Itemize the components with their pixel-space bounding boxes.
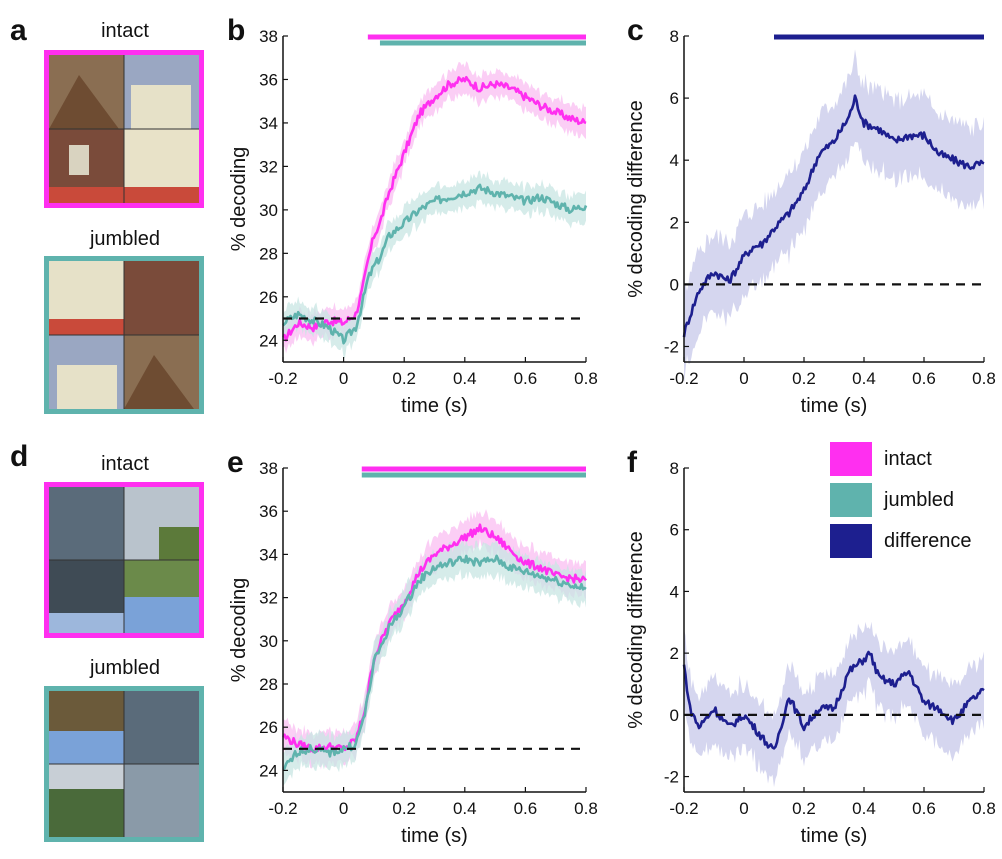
x-tick-label-e: -0.2 <box>268 799 297 818</box>
y-tick-label-c: 6 <box>670 89 679 108</box>
road-scene-illustration <box>49 487 199 633</box>
x-tick-label-e: 0.2 <box>392 799 416 818</box>
y-tick-label-b: 26 <box>259 288 278 307</box>
stimulus-image-jumbled-road <box>44 686 204 842</box>
x-tick-label-f: 0.2 <box>792 799 816 818</box>
y-axis-label-b: % decoding <box>228 147 250 252</box>
y-tick-label-f: 8 <box>670 459 679 478</box>
y-tick-label-b: 28 <box>259 244 278 263</box>
jumbled-road-illustration <box>49 691 199 837</box>
image-label-intact-a: intact <box>101 20 149 42</box>
x-tick-label-f: 0 <box>739 799 748 818</box>
x-tick-label-c: 0.2 <box>792 369 816 388</box>
x-tick-label-b: 0.2 <box>392 369 416 388</box>
y-tick-label-b: 30 <box>259 201 278 220</box>
y-axis-label-e: % decoding <box>228 578 250 683</box>
x-tick-label-b: 0 <box>339 369 348 388</box>
y-tick-label-b: 32 <box>259 157 278 176</box>
y-tick-label-f: -2 <box>664 768 679 787</box>
x-tick-label-b: 0.8 <box>574 369 598 388</box>
series-line-e-jumbled <box>282 554 587 771</box>
chart-c: -0.2 0 0.2 0.4 0.6 0.8 -2 0 2 4 6 8 time (s) % decodi… <box>625 27 996 417</box>
y-tick-label-c: 0 <box>670 275 679 294</box>
y-tick-label-e: 32 <box>259 589 278 608</box>
y-tick-label-c: -2 <box>664 337 679 356</box>
panel-letter-d: d <box>10 440 29 473</box>
series-line-f-difference <box>682 650 985 750</box>
y-tick-label-f: 6 <box>670 521 679 540</box>
series-line-b-jumbled <box>282 183 588 345</box>
x-axis-label-e: time (s) <box>401 825 468 847</box>
panel-letter-a: a <box>10 14 27 47</box>
panel-letter-b: b <box>227 14 246 47</box>
x-tick-label-b: 0.4 <box>453 369 477 388</box>
x-tick-label-c: 0 <box>739 369 748 388</box>
building-scene-illustration <box>49 55 199 203</box>
jumbled-building-illustration <box>49 261 199 409</box>
stimulus-image-intact-building <box>44 50 204 208</box>
x-tick-label-c: 0.6 <box>912 369 936 388</box>
band-e-intact <box>283 509 586 770</box>
y-axis-label-f: % decoding difference <box>625 531 647 729</box>
x-axis-label-c: time (s) <box>801 395 868 417</box>
series-line-b-intact <box>281 75 587 342</box>
image-label-intact-d: intact <box>101 453 149 475</box>
y-tick-label-f: 0 <box>670 706 679 725</box>
y-tick-label-e: 28 <box>259 675 278 694</box>
stimulus-image-jumbled-building <box>44 256 204 414</box>
legend-swatch-jumbled <box>830 483 872 517</box>
y-tick-label-e: 36 <box>259 502 278 521</box>
band-f-difference <box>684 621 984 788</box>
legend-label-jumbled: jumbled <box>884 489 955 511</box>
x-tick-label-e: 0.8 <box>574 799 598 818</box>
x-tick-label-e: 0.6 <box>514 799 538 818</box>
legend-swatch-intact <box>830 442 872 476</box>
x-axis-label-b: time (s) <box>401 395 468 417</box>
y-tick-label-b: 24 <box>259 331 278 350</box>
x-tick-label-e: 0 <box>339 799 348 818</box>
legend-label-difference: difference <box>884 530 972 552</box>
legend-swatch-difference <box>830 524 872 558</box>
y-tick-label-e: 38 <box>259 459 278 478</box>
stimulus-image-intact-road <box>44 482 204 638</box>
legend-label-intact: intact <box>884 448 932 470</box>
x-tick-label-c: -0.2 <box>669 369 698 388</box>
chart-e: -0.2 0 0.2 0.4 0.6 0.8 24 26 28 30 32 34 36 38 time (s… <box>228 459 598 847</box>
panel-letter-f: f <box>627 446 637 479</box>
y-tick-label-b: 38 <box>259 27 278 46</box>
y-tick-label-f: 2 <box>670 644 679 663</box>
y-tick-label-e: 30 <box>259 632 278 651</box>
y-tick-label-e: 24 <box>259 761 278 780</box>
x-tick-label-f: 0.4 <box>852 799 876 818</box>
y-tick-label-c: 4 <box>670 151 679 170</box>
y-tick-label-c: 2 <box>670 213 679 232</box>
y-axis-label-c: % decoding difference <box>625 100 647 298</box>
x-tick-label-e: 0.4 <box>453 799 477 818</box>
y-tick-label-b: 34 <box>259 114 278 133</box>
x-tick-label-c: 0.8 <box>972 369 996 388</box>
x-tick-label-b: -0.2 <box>268 369 297 388</box>
band-c-difference <box>684 49 984 385</box>
x-tick-label-c: 0.4 <box>852 369 876 388</box>
x-tick-label-b: 0.6 <box>514 369 538 388</box>
x-tick-label-f: 0.8 <box>972 799 996 818</box>
chart-b: -0.2 0 0.2 0.4 0.6 0.8 24 26 28 30 32 34 36 38 time (s… <box>228 27 598 417</box>
image-label-jumbled-d: jumbled <box>89 657 161 679</box>
x-axis-label-f: time (s) <box>801 825 868 847</box>
y-tick-label-e: 34 <box>259 545 278 564</box>
panel-letter-c: c <box>627 14 644 47</box>
y-tick-label-e: 26 <box>259 718 278 737</box>
y-tick-label-f: 4 <box>670 582 679 601</box>
y-tick-label-b: 36 <box>259 70 278 89</box>
panel-letter-e: e <box>227 446 244 479</box>
image-label-jumbled-a: jumbled <box>89 228 161 250</box>
y-tick-label-c: 8 <box>670 27 679 46</box>
x-tick-label-f: -0.2 <box>669 799 698 818</box>
x-tick-label-f: 0.6 <box>912 799 936 818</box>
chart-f: -0.2 0 0.2 0.4 0.6 0.8 -2 0 2 4 6 8 time (s) % decodi… <box>625 459 996 847</box>
series-line-c-difference <box>682 94 985 338</box>
